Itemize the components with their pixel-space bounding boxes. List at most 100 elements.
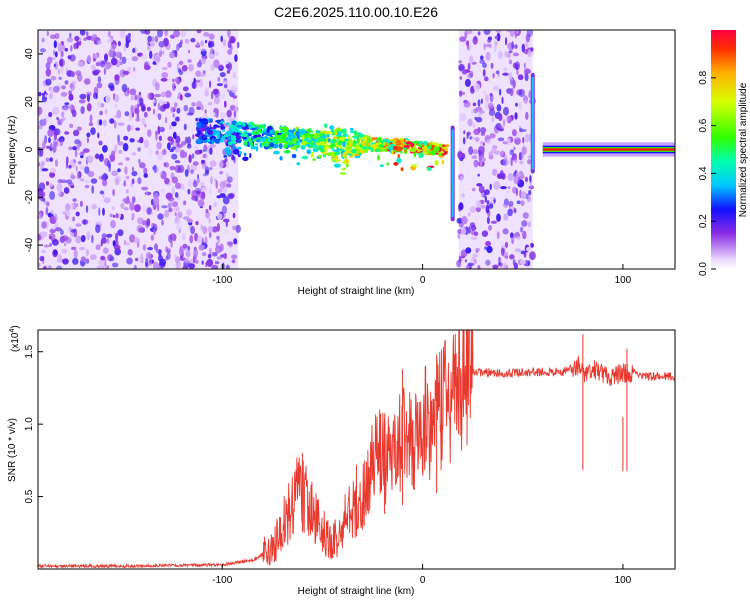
noise-blob xyxy=(502,228,509,235)
noise-blob xyxy=(141,186,149,191)
noise-blob xyxy=(109,118,115,124)
signal-blob xyxy=(325,130,332,135)
colorbar-tick-label: 0.2 xyxy=(698,214,709,228)
noise-blob xyxy=(157,152,164,161)
noise-blob xyxy=(112,262,119,268)
noise-blob xyxy=(459,113,467,122)
noise-blob xyxy=(131,212,135,218)
noise-blob xyxy=(507,208,513,217)
noise-blob xyxy=(205,208,209,214)
colorbar-gradient xyxy=(711,30,736,269)
noise-blob xyxy=(231,254,238,260)
noise-blob xyxy=(102,119,108,127)
signal-blob xyxy=(349,127,354,131)
signal-blob xyxy=(249,153,252,159)
noise-blob xyxy=(97,220,102,225)
noise-blob xyxy=(178,60,184,66)
noise-blob xyxy=(190,169,194,175)
noise-blob xyxy=(519,151,524,161)
noise-blob xyxy=(219,72,226,78)
noise-blob xyxy=(134,237,140,244)
noise-blob xyxy=(176,78,181,85)
noise-blob xyxy=(527,49,531,58)
noise-blob xyxy=(54,227,62,232)
noise-blob xyxy=(90,178,98,184)
signal-blob xyxy=(356,138,360,144)
signal-blob xyxy=(243,152,247,156)
noise-blob xyxy=(472,123,476,128)
signal-blob xyxy=(211,139,214,145)
signal-blob xyxy=(299,129,306,135)
noise-blob xyxy=(501,148,504,156)
colorbar-label: Normalized spectral amplitude xyxy=(738,82,749,217)
signal-blob xyxy=(222,129,226,132)
noise-blob xyxy=(134,204,141,213)
noise-blob xyxy=(161,149,167,156)
noise-blob xyxy=(175,182,181,189)
noise-blob xyxy=(86,103,92,112)
noise-blob xyxy=(147,247,154,251)
noise-blob xyxy=(164,209,170,218)
noise-blob xyxy=(43,265,47,269)
noise-blob xyxy=(135,257,139,262)
noise-blob xyxy=(232,225,237,231)
noise-blob xyxy=(525,111,529,120)
noise-blob xyxy=(99,190,105,195)
noise-blob xyxy=(459,90,463,97)
noise-blob xyxy=(69,83,74,89)
noise-blob xyxy=(196,42,200,48)
noise-blob xyxy=(213,144,216,148)
noise-blob xyxy=(492,72,495,79)
noise-blob xyxy=(152,61,157,65)
noise-blob xyxy=(485,94,489,103)
signal-blob xyxy=(395,139,401,145)
noise-blob xyxy=(479,127,487,134)
noise-blob xyxy=(500,247,505,256)
noise-blob xyxy=(506,52,511,59)
noise-blob xyxy=(176,63,180,70)
noise-blob xyxy=(152,108,156,115)
noise-blob xyxy=(54,213,58,222)
noise-blob xyxy=(117,134,120,143)
noise-blob xyxy=(458,148,463,152)
signal-blob xyxy=(217,133,220,140)
noise-blob xyxy=(486,216,490,224)
noise-blob xyxy=(514,44,518,49)
noise-blob xyxy=(101,174,104,181)
noise-blob xyxy=(50,209,54,215)
noise-blob xyxy=(504,50,508,58)
noise-blob xyxy=(100,103,105,108)
noise-blob xyxy=(64,47,69,52)
noise-blob xyxy=(117,122,125,126)
noise-blob xyxy=(474,258,477,265)
noise-blob xyxy=(519,259,526,265)
noise-blob xyxy=(511,41,514,50)
noise-blob xyxy=(114,248,121,256)
noise-blob xyxy=(178,70,184,75)
noise-blob xyxy=(480,204,486,209)
noise-blob xyxy=(157,125,161,135)
signal-blob xyxy=(441,159,444,165)
noise-blob xyxy=(78,99,86,104)
noise-blob xyxy=(103,197,111,204)
noise-blob xyxy=(225,161,230,167)
noise-blob xyxy=(503,213,509,221)
noise-blob xyxy=(466,132,469,139)
noise-blob xyxy=(190,226,196,235)
noise-blob xyxy=(124,111,130,117)
noise-blob xyxy=(75,165,78,172)
noise-blob xyxy=(182,243,188,249)
noise-blob xyxy=(80,154,84,159)
noise-blob xyxy=(523,67,530,74)
noise-blob xyxy=(106,233,113,238)
noise-blob xyxy=(522,230,527,240)
noise-blob xyxy=(65,156,69,165)
noise-blob xyxy=(158,135,162,141)
noise-blob xyxy=(92,34,98,39)
noise-blob xyxy=(520,200,525,207)
signal-blob xyxy=(342,167,346,171)
noise-blob xyxy=(469,70,474,78)
noise-blob xyxy=(517,74,524,81)
noise-blob xyxy=(93,58,97,62)
signal-blob xyxy=(315,132,321,136)
